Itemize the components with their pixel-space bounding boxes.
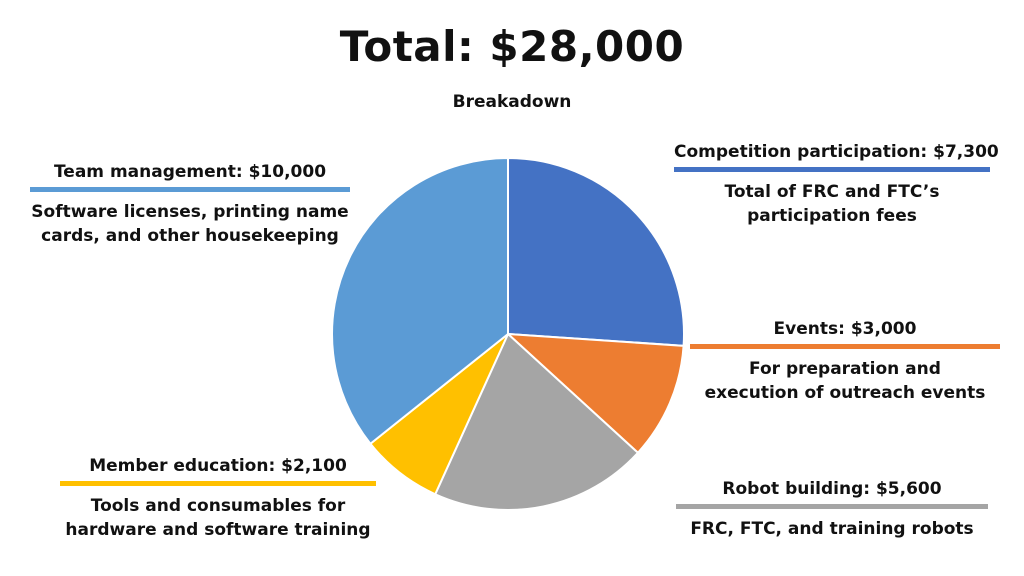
callout-member-education: Member education: $2,100 Tools and consu…	[60, 455, 376, 542]
callout-events: Events: $3,000 For preparation and execu…	[690, 318, 1000, 405]
callout-competition-participation: Competition participation: $7,300 Total …	[674, 141, 999, 228]
callout-team-management: Team management: $10,000 Software licens…	[30, 161, 350, 248]
callout-description: For preparation and execution of outreac…	[704, 359, 986, 403]
callout-description: FRC, FTC, and training robots	[690, 519, 974, 539]
callout-heading: Member education: $2,100	[89, 456, 347, 476]
callout-rule	[674, 167, 990, 172]
callout-heading: Team management: $10,000	[53, 162, 327, 182]
callout-description: Software licenses, printing name cards, …	[31, 202, 349, 246]
callout-robot-building: Robot building: $5,600 FRC, FTC, and tra…	[676, 478, 988, 541]
callout-rule	[60, 481, 376, 486]
callout-rule	[30, 187, 350, 192]
callout-heading: Robot building: $5,600	[722, 479, 942, 499]
callout-description: Tools and consumables for hardware and s…	[65, 496, 371, 540]
pie-slice-robot-building	[433, 332, 640, 511]
callout-heading: Events: $3,000	[773, 319, 917, 339]
callout-heading: Competition participation: $7,300	[674, 142, 999, 162]
chart-subtitle: Breakadown	[452, 92, 572, 112]
pie-slice-team-management	[331, 156, 509, 446]
callout-rule	[676, 504, 988, 509]
pie-slice-competition-participation	[507, 156, 685, 347]
chart-title: Total: $28,000	[339, 22, 685, 71]
callout-rule	[690, 344, 1000, 349]
callout-description: Total of FRC and FTC’s participation fee…	[724, 182, 940, 226]
pie-slice-events	[505, 332, 685, 455]
